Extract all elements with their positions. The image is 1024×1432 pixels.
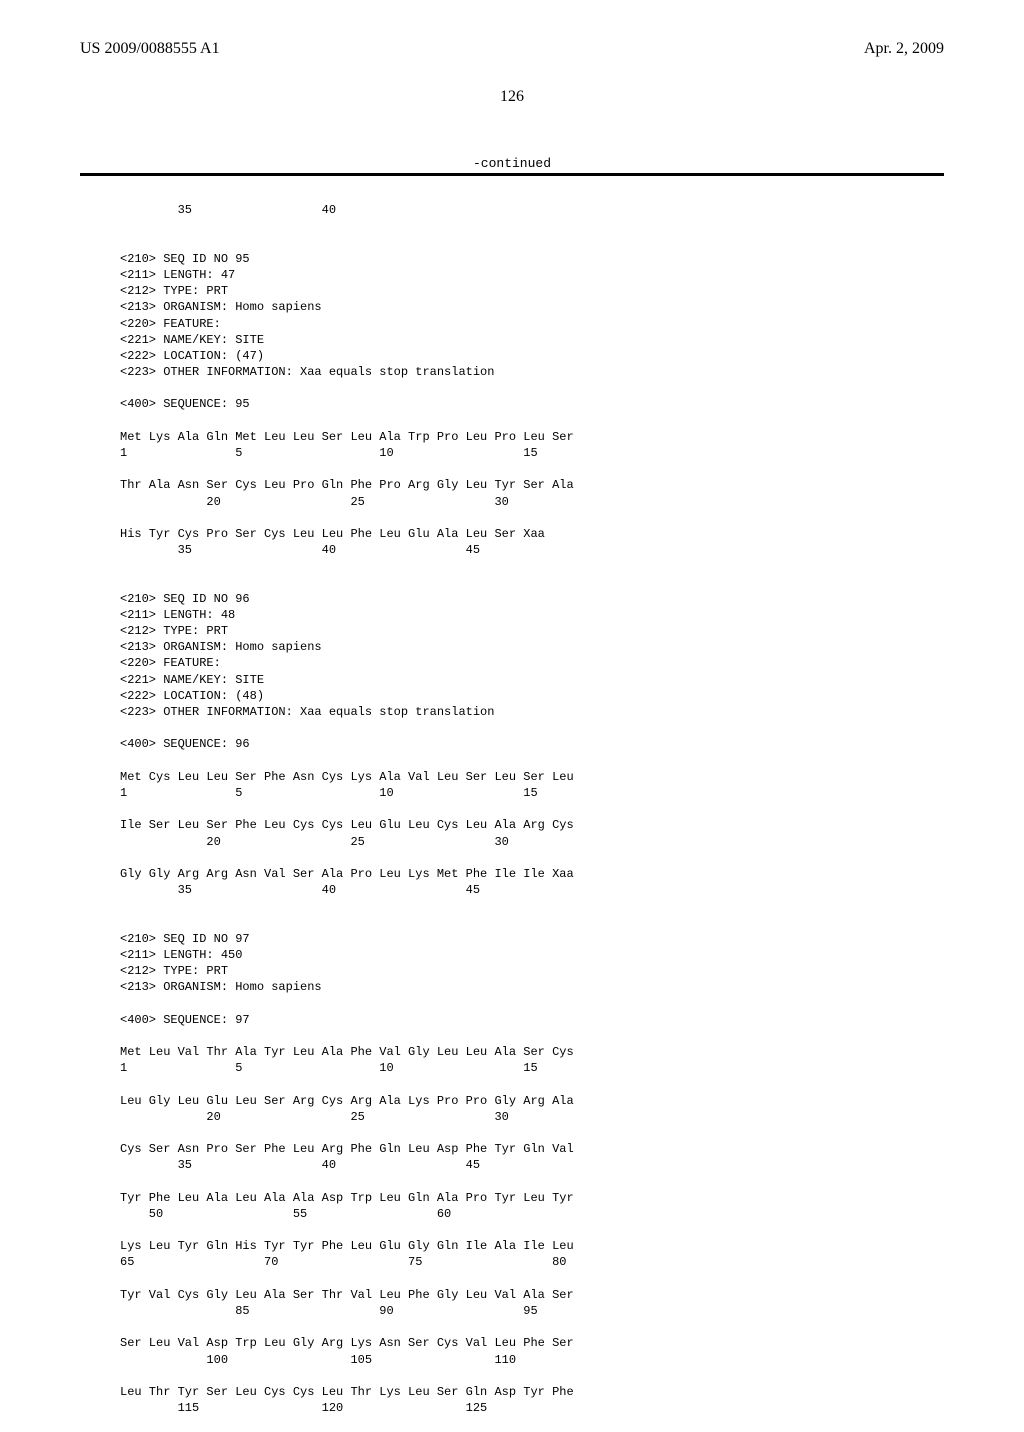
doc-date: Apr. 2, 2009 bbox=[864, 40, 944, 58]
seq97-line-18: Ser Leu Val Asp Trp Leu Gly Arg Lys Asn … bbox=[120, 1336, 574, 1350]
seq97-line-13: 65 70 75 80 bbox=[120, 1255, 566, 1269]
doc-id: US 2009/0088555 A1 bbox=[80, 40, 220, 58]
seq96-line-1: 1 5 10 15 bbox=[120, 786, 538, 800]
section-rule bbox=[80, 173, 944, 176]
page-number: 126 bbox=[80, 88, 944, 106]
seq96-line-7: 35 40 45 bbox=[120, 883, 480, 897]
page: US 2009/0088555 A1 Apr. 2, 2009 126 -con… bbox=[0, 0, 1024, 1320]
seq97-line-6: Cys Ser Asn Pro Ser Phe Leu Arg Phe Gln … bbox=[120, 1142, 574, 1156]
seq96-label: <400> SEQUENCE: 96 bbox=[120, 737, 250, 751]
seq97-line-10: 50 55 60 bbox=[120, 1207, 451, 1221]
seq96-line-0: Met Cys Leu Leu Ser Phe Asn Cys Lys Ala … bbox=[120, 770, 574, 784]
seq96-meta-7: <223> OTHER INFORMATION: Xaa equals stop… bbox=[120, 705, 494, 719]
seq95-line-0: Met Lys Ala Gln Met Leu Leu Ser Leu Ala … bbox=[120, 430, 574, 444]
seq96-line-4: 20 25 30 bbox=[120, 835, 509, 849]
seq97-line-12: Lys Leu Tyr Gln His Tyr Tyr Phe Leu Glu … bbox=[120, 1239, 574, 1253]
seq97-line-3: Leu Gly Leu Glu Leu Ser Arg Cys Arg Ala … bbox=[120, 1094, 574, 1108]
seq95-line-1: 1 5 10 15 bbox=[120, 446, 538, 460]
seq96-line-3: Ile Ser Leu Ser Phe Leu Cys Cys Leu Glu … bbox=[120, 818, 574, 832]
seq97-meta-2: <212> TYPE: PRT bbox=[120, 964, 228, 978]
seq96-meta-2: <212> TYPE: PRT bbox=[120, 624, 228, 638]
seq96-meta-1: <211> LENGTH: 48 bbox=[120, 608, 235, 622]
seq96-meta-6: <222> LOCATION: (48) bbox=[120, 689, 264, 703]
seq97-line-22: 115 120 125 bbox=[120, 1401, 487, 1415]
seq97-line-16: 85 90 95 bbox=[120, 1304, 538, 1318]
seq95-meta-3: <213> ORGANISM: Homo sapiens bbox=[120, 300, 322, 314]
seq95-line-6: His Tyr Cys Pro Ser Cys Leu Leu Phe Leu … bbox=[120, 527, 545, 541]
seq97-line-0: Met Leu Val Thr Ala Tyr Leu Ala Phe Val … bbox=[120, 1045, 574, 1059]
seq97-line-7: 35 40 45 bbox=[120, 1158, 480, 1172]
seq95-meta-4: <220> FEATURE: bbox=[120, 317, 221, 331]
seq97-line-21: Leu Thr Tyr Ser Leu Cys Cys Leu Thr Lys … bbox=[120, 1385, 574, 1399]
seq96-meta-3: <213> ORGANISM: Homo sapiens bbox=[120, 640, 322, 654]
seq97-line-15: Tyr Val Cys Gly Leu Ala Ser Thr Val Leu … bbox=[120, 1288, 574, 1302]
seq97-label: <400> SEQUENCE: 97 bbox=[120, 1013, 250, 1027]
seq97-meta-0: <210> SEQ ID NO 97 bbox=[120, 932, 250, 946]
seq96-meta-4: <220> FEATURE: bbox=[120, 656, 221, 670]
seq97-meta-1: <211> LENGTH: 450 bbox=[120, 948, 242, 962]
seq95-meta-1: <211> LENGTH: 47 bbox=[120, 268, 235, 282]
seq96-meta-5: <221> NAME/KEY: SITE bbox=[120, 673, 264, 687]
seq95-meta-2: <212> TYPE: PRT bbox=[120, 284, 228, 298]
seq95-label: <400> SEQUENCE: 95 bbox=[120, 397, 250, 411]
seq96-meta-0: <210> SEQ ID NO 96 bbox=[120, 592, 250, 606]
seq96-line-6: Gly Gly Arg Arg Asn Val Ser Ala Pro Leu … bbox=[120, 867, 574, 881]
seq95-meta-7: <223> OTHER INFORMATION: Xaa equals stop… bbox=[120, 365, 494, 379]
seq95-line-4: 20 25 30 bbox=[120, 495, 509, 509]
seq95-line-7: 35 40 45 bbox=[120, 543, 480, 557]
seq97-line-1: 1 5 10 15 bbox=[120, 1061, 538, 1075]
seq95-meta-5: <221> NAME/KEY: SITE bbox=[120, 333, 264, 347]
page-header: US 2009/0088555 A1 Apr. 2, 2009 bbox=[80, 40, 944, 58]
top-fragment: 35 40 bbox=[120, 203, 336, 217]
seq97-line-19: 100 105 110 bbox=[120, 1353, 516, 1367]
continued-label: -continued bbox=[80, 156, 944, 171]
seq95-line-3: Thr Ala Asn Ser Cys Leu Pro Gln Phe Pro … bbox=[120, 478, 574, 492]
seq95-meta-6: <222> LOCATION: (47) bbox=[120, 349, 264, 363]
seq97-meta-3: <213> ORGANISM: Homo sapiens bbox=[120, 980, 322, 994]
seq95-meta-0: <210> SEQ ID NO 95 bbox=[120, 252, 250, 266]
seq97-line-9: Tyr Phe Leu Ala Leu Ala Ala Asp Trp Leu … bbox=[120, 1191, 574, 1205]
sequence-listing: 35 40 <210> SEQ ID NO 95 <211> LENGTH: 4… bbox=[80, 186, 944, 1432]
seq97-line-4: 20 25 30 bbox=[120, 1110, 509, 1124]
